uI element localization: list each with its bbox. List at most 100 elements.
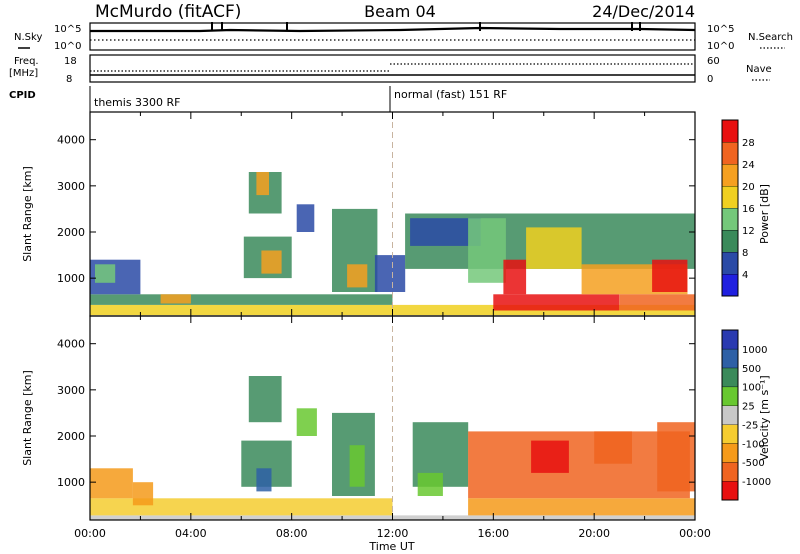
noise-left-label: N.Sky [14,32,42,43]
echo-region [90,498,393,516]
noise-left-tick-top: 10^5 [54,24,81,35]
noise-right-tick-bottom: 10^0 [707,41,734,52]
colorbar-bin [722,348,738,368]
velocity-colorbar-label: Velocity [m s⁻¹] [758,375,771,460]
colorbar-tick-label: 1000 [742,345,767,356]
echo-region [256,172,269,196]
cpid-mode-2: normal (fast) 151 RF [394,88,507,101]
echo-region [347,264,368,288]
colorbar-tick-label: -1000 [742,477,771,488]
colorbar-bin [722,120,738,142]
x-tick-label: 04:00 [175,527,207,540]
colorbar-tick-label: 100 [742,383,761,394]
echo-region [95,264,116,283]
colorbar-bin [722,208,738,230]
echo-region [90,468,133,499]
velocity-ylabel: Slant Range [km] [21,370,34,466]
echo-region [160,294,191,304]
y-tick-label: 2000 [57,430,85,443]
x-tick-label: 16:00 [477,527,509,540]
echo-region [531,440,569,473]
echo-region [468,218,506,283]
echo-region [417,472,443,496]
x-tick-label: 00:00 [679,527,711,540]
colorbar-bin [722,252,738,274]
colorbar-bin [722,405,738,425]
echo-region [261,250,282,274]
colorbar-bin [722,164,738,186]
colorbar-tick-label: 16 [742,204,755,215]
colorbar-frame [721,329,739,501]
cpid-row: CPID themis 3300 RF normal (fast) 151 RF [9,86,507,112]
colorbar-tick-label: 20 [742,182,755,193]
colorbar-tick-label: -100 [742,439,765,450]
echo-region [90,304,393,316]
cpid-mode-1: themis 3300 RF [94,96,181,109]
echo-region [374,255,406,292]
x-tick-label: 12:00 [377,527,409,540]
colorbar-tick-label: 8 [742,248,748,259]
beam-title: Beam 04 [364,2,436,21]
echo-region [296,408,317,436]
sky-noise-line [90,26,696,33]
colorbar-tick-label: 12 [742,226,755,237]
echo-region [493,294,620,311]
x-tick-label: 20:00 [578,527,610,540]
colorbar-bin [722,186,738,208]
echo-region [349,445,365,487]
echo-region [594,431,632,464]
colorbar-bin [722,462,738,482]
power-panel: 1000 2000 3000 4000 [57,111,696,317]
colorbar-frame [721,119,739,297]
noise-left-tick-bottom: 10^0 [54,41,81,52]
freq-tick-bottom: 8 [66,74,72,85]
y-tick-label: 1000 [57,476,85,489]
colorbar-bin [722,142,738,164]
echo-region [619,294,695,311]
nave-tick-top: 60 [707,56,720,67]
freq-label: Freq. [14,56,39,67]
station-title: McMurdo (fitACF) [95,2,241,22]
echo-region [526,227,582,269]
colorbar-bin [722,386,738,406]
y-tick-label: 3000 [57,180,85,193]
colorbar-bin [722,274,738,296]
echo-region [657,422,695,492]
power-colorbar: 4 8 12 16 20 24 28 [721,119,755,297]
noise-right-label: N.Search [748,32,793,43]
colorbar-bin [722,367,738,387]
nave-label: Nave [746,64,772,75]
power-colorbar-label: Power [dB] [758,184,771,244]
freq-panel: Freq. [MHz] Nave 18 8 60 0 [9,54,772,85]
power-ylabel: Slant Range [km] [21,166,34,262]
echo-region [468,431,690,499]
x-axis-ticks: 00:00 04:00 08:00 12:00 16:00 20:00 00:00 [74,527,711,540]
y-tick-label: 1000 [57,272,85,285]
colorbar-tick-label: 25 [742,402,755,413]
echo-region [503,259,527,295]
cpid-label: CPID [9,90,36,101]
noise-right-tick-top: 10^5 [707,24,734,35]
x-axis-label: Time UT [368,540,414,553]
colorbar-tick-label: 500 [742,364,761,375]
colorbar-tick-label: 4 [742,270,748,281]
x-tick-label: 08:00 [276,527,308,540]
y-tick-label: 2000 [57,226,85,239]
velocity-panel: 1000 2000 3000 4000 [57,315,696,521]
colorbar-tick-label: 24 [742,160,755,171]
colorbar-bin [722,330,738,349]
y-tick-label: 3000 [57,384,85,397]
echo-region [248,376,282,423]
y-tick-label: 4000 [57,338,85,351]
colorbar-tick-label: 28 [742,138,755,149]
colorbar-tick-label: -25 [742,420,758,431]
colorbar-bin [722,443,738,463]
colorbar-bin [722,230,738,252]
echo-region [468,498,695,516]
velocity-colorbar: -1000 -500 -100 -25 25 100 500 1000 [721,329,771,501]
echo-region [90,294,393,305]
echo-region [256,468,272,492]
colorbar-tick-label: -500 [742,458,765,469]
colorbar-bin [722,424,738,444]
